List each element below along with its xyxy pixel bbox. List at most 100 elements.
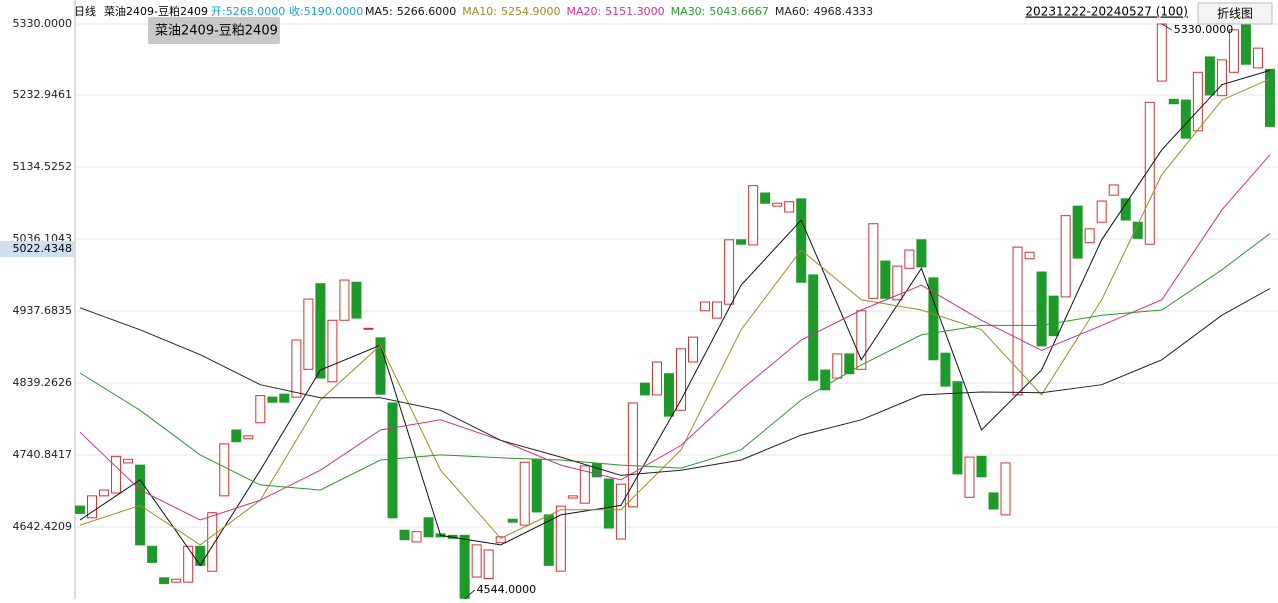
down-candle bbox=[640, 383, 649, 395]
up-candle bbox=[869, 224, 878, 299]
down-candle bbox=[532, 459, 541, 512]
up-candle bbox=[905, 250, 914, 268]
legend-name: MA30: bbox=[671, 5, 706, 18]
down-candle bbox=[821, 370, 830, 390]
legend-value: 4968.4333 bbox=[814, 5, 874, 18]
annotation: 4544.0000 bbox=[477, 583, 537, 596]
legend-entry: MA30:5043.6667 bbox=[671, 5, 769, 18]
up-candle bbox=[1193, 72, 1202, 131]
up-candle bbox=[112, 456, 121, 493]
down-candle bbox=[977, 456, 986, 476]
down-candle bbox=[388, 403, 397, 518]
legend-entry: MA5: 5266.6000 bbox=[365, 5, 456, 18]
legend-value: 5151.3000 bbox=[605, 5, 665, 18]
y-tick-label: 5330.0000 bbox=[13, 17, 73, 30]
up-candle bbox=[785, 202, 794, 212]
up-candle bbox=[568, 496, 577, 498]
up-candle bbox=[677, 349, 686, 410]
up-candle bbox=[1025, 252, 1034, 259]
up-candle bbox=[725, 240, 734, 304]
up-candle bbox=[1085, 229, 1094, 243]
legend-name: MA10: bbox=[462, 5, 497, 18]
up-candle bbox=[628, 403, 637, 507]
up-candle bbox=[412, 532, 421, 542]
up-candle bbox=[364, 328, 373, 329]
up-candle bbox=[1229, 30, 1238, 72]
legend-name: MA60: bbox=[775, 5, 810, 18]
up-candle bbox=[749, 186, 758, 245]
down-candle bbox=[280, 394, 289, 402]
down-candle bbox=[1181, 100, 1190, 138]
down-candle bbox=[316, 284, 325, 378]
up-candle bbox=[1001, 463, 1010, 515]
down-candle bbox=[424, 518, 433, 537]
legend-name: MA5: bbox=[365, 5, 393, 18]
up-candle bbox=[965, 457, 974, 497]
up-candle bbox=[172, 579, 181, 582]
down-candle bbox=[845, 354, 854, 374]
y-tick-label: 4642.4209 bbox=[13, 520, 73, 533]
legend-entry: MA60: 4968.4333 bbox=[775, 5, 873, 18]
up-candle bbox=[292, 340, 301, 397]
legend-value: 5266.6000 bbox=[397, 5, 457, 18]
up-candle bbox=[833, 354, 842, 378]
y-tick-label: 5134.5252 bbox=[13, 160, 73, 173]
down-candle bbox=[761, 193, 770, 203]
up-candle bbox=[472, 545, 481, 577]
up-candle bbox=[556, 506, 565, 571]
up-candle bbox=[1253, 48, 1262, 68]
crosshair-label: 5022.4348 bbox=[13, 242, 73, 255]
y-tick-label: 4937.6835 bbox=[13, 304, 73, 317]
down-candle bbox=[160, 578, 169, 584]
up-candle bbox=[1061, 216, 1070, 297]
up-candle bbox=[340, 280, 349, 320]
down-candle bbox=[1049, 296, 1058, 336]
up-candle bbox=[304, 299, 313, 369]
down-candle bbox=[1169, 99, 1178, 103]
open-price: 开:5268.0000 bbox=[211, 5, 285, 18]
down-candle bbox=[737, 240, 746, 244]
period: 日线 bbox=[74, 4, 96, 18]
up-candle bbox=[244, 436, 253, 439]
down-candle bbox=[76, 506, 85, 513]
up-candle bbox=[184, 546, 193, 582]
down-candle bbox=[232, 430, 241, 442]
y-tick-label: 5232.9461 bbox=[13, 88, 73, 101]
y-tick-label: 4839.2626 bbox=[13, 376, 73, 389]
y-tick-label: 4740.8417 bbox=[13, 448, 73, 461]
legend-entry: MA20: 5151.3000 bbox=[566, 5, 664, 18]
up-candle bbox=[100, 490, 109, 496]
down-candle bbox=[989, 493, 998, 509]
down-candle bbox=[268, 397, 277, 402]
down-candle bbox=[809, 275, 818, 380]
close-price: 收:5190.0000 bbox=[289, 4, 363, 18]
up-candle bbox=[256, 396, 265, 423]
line-chart-button-label[interactable]: 折线图 bbox=[1217, 6, 1253, 21]
down-candle bbox=[148, 546, 157, 562]
down-candle bbox=[797, 199, 806, 282]
down-candle bbox=[941, 353, 950, 386]
down-candle bbox=[1121, 199, 1130, 220]
down-candle bbox=[460, 535, 469, 598]
up-candle bbox=[1097, 201, 1106, 222]
up-candle bbox=[328, 320, 337, 381]
tooltip: 菜油2409-豆粕2409 bbox=[155, 24, 278, 39]
legend-entry: MA10:5254.9000 bbox=[462, 5, 560, 18]
down-candle bbox=[604, 479, 613, 528]
down-candle bbox=[1073, 206, 1082, 258]
down-candle bbox=[664, 374, 673, 416]
up-candle bbox=[1217, 60, 1226, 96]
legend-name: MA20: bbox=[566, 5, 601, 18]
legend: MA5: 5266.6000 MA10:5254.9000 MA20: 5151.300… bbox=[365, 5, 873, 18]
up-candle bbox=[652, 362, 661, 395]
date-range[interactable]: 20231222-20240527 (100) bbox=[1025, 5, 1188, 19]
down-candle bbox=[1265, 69, 1274, 126]
legend-value: 5043.6667 bbox=[709, 5, 769, 18]
up-candle bbox=[1109, 185, 1118, 195]
down-candle bbox=[352, 282, 361, 318]
up-candle bbox=[124, 459, 133, 463]
up-candle bbox=[484, 550, 493, 579]
up-candle bbox=[713, 302, 722, 318]
symbol: 菜油2409-豆粕2409 bbox=[104, 4, 208, 18]
